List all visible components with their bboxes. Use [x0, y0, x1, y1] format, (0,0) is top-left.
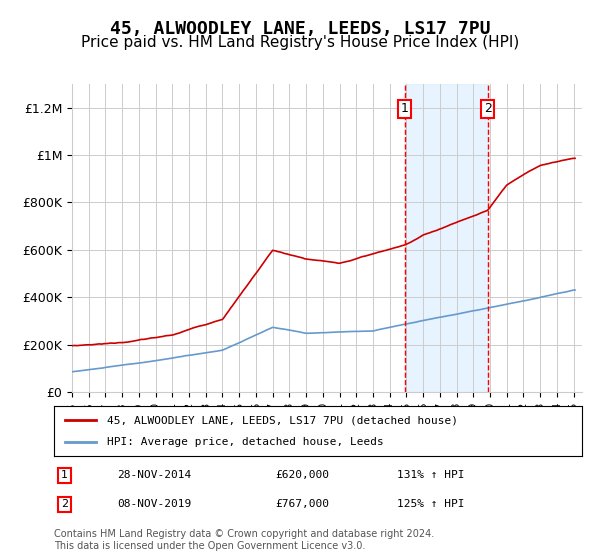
Text: 45, ALWOODLEY LANE, LEEDS, LS17 7PU: 45, ALWOODLEY LANE, LEEDS, LS17 7PU — [110, 20, 490, 38]
Text: Price paid vs. HM Land Registry's House Price Index (HPI): Price paid vs. HM Land Registry's House … — [81, 35, 519, 50]
Bar — [405, 84, 488, 392]
Text: HPI: Average price, detached house, Leeds: HPI: Average price, detached house, Leed… — [107, 437, 383, 447]
Text: 2: 2 — [61, 500, 68, 509]
Text: 1: 1 — [401, 102, 409, 115]
Text: £767,000: £767,000 — [276, 500, 330, 509]
Text: 125% ↑ HPI: 125% ↑ HPI — [397, 500, 465, 509]
Text: 28-NOV-2014: 28-NOV-2014 — [118, 470, 191, 480]
Text: 1: 1 — [61, 470, 68, 480]
Text: £620,000: £620,000 — [276, 470, 330, 480]
Text: 131% ↑ HPI: 131% ↑ HPI — [397, 470, 465, 480]
Text: 45, ALWOODLEY LANE, LEEDS, LS17 7PU (detached house): 45, ALWOODLEY LANE, LEEDS, LS17 7PU (det… — [107, 415, 458, 425]
Text: Contains HM Land Registry data © Crown copyright and database right 2024.
This d: Contains HM Land Registry data © Crown c… — [54, 529, 434, 551]
Text: 2: 2 — [484, 102, 491, 115]
Text: 08-NOV-2019: 08-NOV-2019 — [118, 500, 191, 509]
